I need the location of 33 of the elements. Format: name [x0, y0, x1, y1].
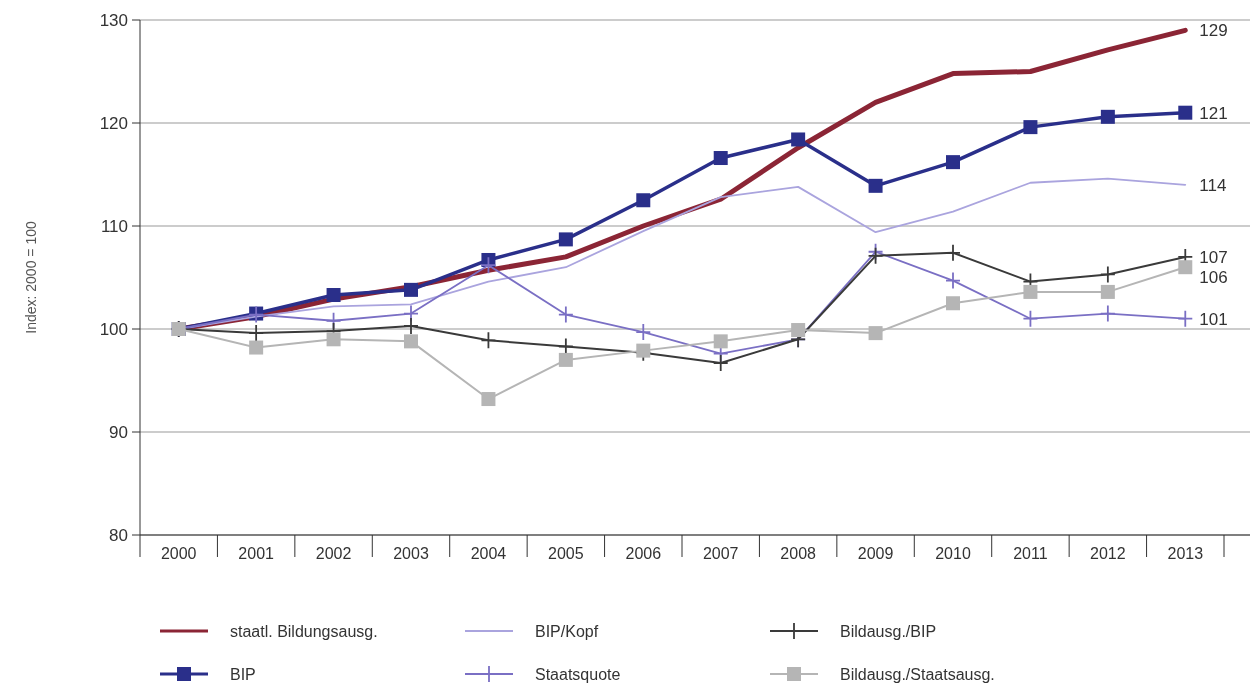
data-label: 101	[1199, 309, 1228, 329]
x-tick-label: 2013	[1167, 545, 1204, 562]
data-label: 106	[1199, 267, 1228, 287]
legend-label: BIP	[230, 666, 256, 683]
y-tick-label: 100	[99, 320, 128, 339]
legend-label: BIP/Kopf	[535, 623, 599, 640]
x-tick-label: 2006	[625, 545, 662, 562]
x-tick-label: 2002	[315, 545, 352, 562]
y-tick-label: 110	[100, 217, 128, 236]
y-tick-label: 80	[109, 526, 128, 545]
x-tick-label: 2000	[160, 545, 197, 562]
y-tick-label: 130	[99, 11, 128, 30]
x-tick-label: 2010	[935, 545, 971, 562]
data-label: 121	[1199, 103, 1228, 123]
x-tick-label: 2004	[470, 545, 507, 562]
x-tick-label: 2001	[238, 545, 275, 562]
data-label: 114	[1199, 175, 1227, 195]
data-label: 107	[1199, 247, 1228, 267]
legend-label: Bildausg./Staatsausg.	[840, 666, 995, 683]
legend-label: Staatsquote	[535, 666, 621, 683]
x-tick-label: 2009	[857, 545, 894, 562]
x-tick-label: 2011	[1013, 545, 1048, 562]
x-tick-label: 2007	[702, 545, 739, 562]
y-tick-label: 120	[99, 114, 128, 133]
legend-label: staatl. Bildungsausg.	[230, 623, 378, 640]
x-tick-label: 2008	[780, 545, 817, 562]
x-tick-label: 2012	[1090, 545, 1126, 562]
x-tick-label: 2005	[548, 545, 584, 562]
data-label: 129	[1199, 21, 1228, 41]
y-axis-title: Index: 2000 = 100	[23, 221, 39, 334]
legend-label: Bildausg./BIP	[840, 623, 937, 640]
x-tick-label: 2003	[393, 545, 429, 562]
y-tick-label: 90	[109, 423, 128, 442]
